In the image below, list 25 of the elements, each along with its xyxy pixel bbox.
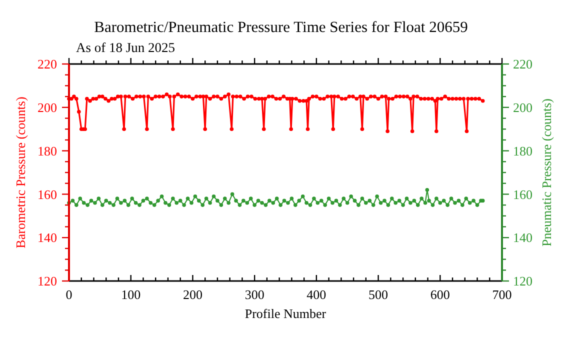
chart-subtitle: As of 18 Jun 2025 bbox=[76, 40, 176, 55]
y-tick-label: 120 bbox=[38, 274, 57, 289]
y2-tick-label: 160 bbox=[513, 186, 532, 202]
x-tick-label: 700 bbox=[492, 287, 512, 302]
y-tick-label: 140 bbox=[38, 230, 57, 246]
x-tick-label: 600 bbox=[430, 287, 450, 302]
chart-title: Barometric/Pneumatic Pressure Time Series for Float 20659 bbox=[94, 19, 468, 36]
y-tick-label: 200 bbox=[38, 100, 57, 115]
x-tick-label: 500 bbox=[368, 287, 388, 302]
x-tick-label: 200 bbox=[182, 287, 202, 302]
y-tick-label: 180 bbox=[38, 143, 57, 158]
x-tick-label: 100 bbox=[121, 287, 141, 302]
y2-tick-label: 140 bbox=[513, 230, 532, 246]
y2-tick-label: 200 bbox=[513, 100, 532, 115]
y2-axis-title: Pneumatic Pressure (counts) bbox=[539, 98, 554, 247]
y2-tick-label: 120 bbox=[513, 274, 532, 289]
y2-tick-label: 220 bbox=[513, 56, 532, 72]
y-axis-title: Barometric Pressure (counts) bbox=[13, 96, 28, 248]
x-axis-title: Profile Number bbox=[244, 306, 327, 321]
x-tick-label: 0 bbox=[66, 287, 72, 302]
x-tick-label: 300 bbox=[244, 287, 264, 302]
y-tick-label: 220 bbox=[38, 56, 57, 72]
x-tick-label: 400 bbox=[306, 287, 326, 302]
y2-tick-label: 180 bbox=[513, 143, 532, 158]
y-tick-label: 160 bbox=[38, 186, 57, 202]
